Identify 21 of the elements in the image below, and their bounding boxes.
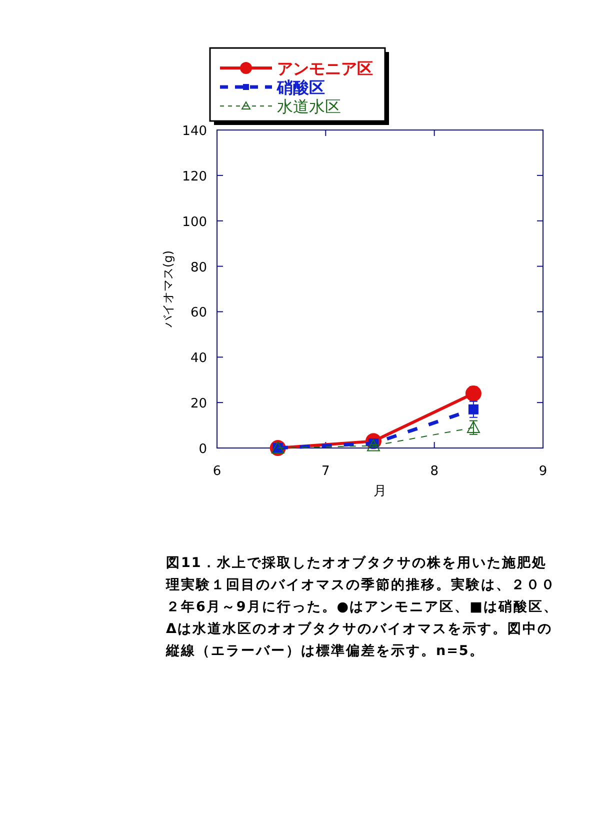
x-axis-title: 月 xyxy=(374,484,386,499)
y-tick-label: 100 xyxy=(182,214,207,230)
point xyxy=(366,439,380,452)
point xyxy=(468,404,478,414)
y-tick-label: 40 xyxy=(190,351,207,366)
y-tick-label: 60 xyxy=(190,306,207,321)
y-axis-title: バイオマス(g) xyxy=(161,250,175,328)
y-tick-label: 80 xyxy=(190,260,207,276)
point xyxy=(465,385,482,402)
y-tick-label: 0 xyxy=(198,442,207,457)
legend-label: アンモニア区 xyxy=(277,59,373,78)
y-tick-label: 120 xyxy=(182,169,207,184)
y-tick-label: 140 xyxy=(182,124,207,139)
x-tick-label: 8 xyxy=(430,464,438,479)
legend-label: 水道水区 xyxy=(277,97,341,116)
x-tick-label: 6 xyxy=(212,464,222,479)
y-tick-label: 20 xyxy=(190,396,207,412)
x-tick-label: 7 xyxy=(322,464,330,479)
legend-label: 硝酸区 xyxy=(276,78,325,97)
caption: 図11．水上で採取したオオブタクサの株を用いた施肥処理実験１回目のバイオマスの季節的推移。実験は、２００２年6月～9月に行った。●はアンモニア区、■は硝酸区、Δは水道水区のオオブタクサのバイオマスを示す。図中の縦線（エラーバー）は標準偏差を示す。n=5。 xyxy=(166,554,560,661)
x-tick-label: 9 xyxy=(538,464,548,479)
